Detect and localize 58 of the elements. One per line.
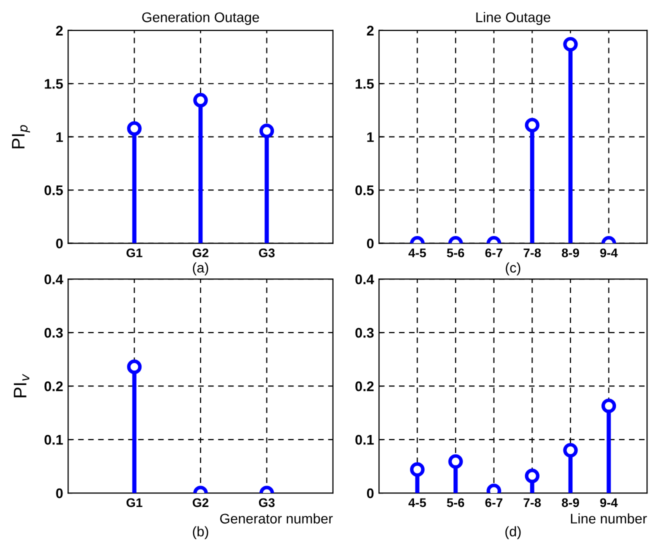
y-tick-label: 0.3	[355, 328, 374, 338]
y-tick-label: 0.1	[44, 434, 63, 445]
y-tick-label: 1.5	[356, 79, 374, 89]
y-tick-label: 0.1	[355, 434, 374, 445]
x-tick-label: 7-8	[524, 498, 541, 508]
x-tick-label: 6-7	[485, 498, 502, 508]
y-tick-label: 1.5	[44, 79, 63, 89]
text: (c)	[506, 262, 520, 276]
y-tick-label: 0.5	[355, 185, 374, 196]
point	[524, 118, 540, 132]
x-tick-label: 8-9	[562, 498, 580, 508]
x-tick-label: G2	[192, 498, 208, 508]
chart-title: Line Outage	[476, 12, 550, 25]
y-tick-label: 0	[366, 488, 374, 498]
point	[601, 398, 616, 414]
x-tick-label: 8-9	[562, 248, 580, 258]
y-tick-label: 0.3	[44, 328, 63, 338]
point	[410, 462, 425, 477]
x-tick-label: G1	[126, 498, 142, 508]
text: (a)	[192, 262, 208, 276]
x-axis-title: Line number	[570, 513, 647, 524]
x-tick-label: G2	[192, 248, 208, 258]
x-tick-label: 9-4	[600, 498, 618, 508]
point	[563, 36, 578, 52]
point	[193, 92, 208, 108]
x-tick-label: 9-4	[600, 248, 618, 258]
y-tick-label: 2	[56, 26, 63, 36]
y-tick-label: 0	[56, 238, 63, 248]
x-tick-label: 5-6	[446, 498, 464, 508]
x-axis-title: Generator number	[220, 513, 333, 524]
text: (b)	[192, 526, 208, 540]
x-tick-label: 6-7	[485, 248, 502, 258]
y-tick-label: 0.5	[44, 185, 63, 196]
y-tick-label: 1	[56, 132, 63, 142]
y-tick-label: 0.2	[44, 381, 63, 392]
x-tick-label: G1	[126, 248, 142, 258]
chart-title: Generation Outage	[142, 12, 259, 25]
point	[563, 442, 578, 458]
y-tick-label: 0	[56, 488, 63, 498]
y-tick-label: 1	[367, 132, 374, 142]
point	[127, 121, 142, 136]
y-tick-label: 0.2	[355, 381, 374, 392]
x-tick-label: 4-5	[408, 498, 426, 508]
text: (d)	[505, 526, 521, 540]
y-axis-title: PI$_{v}$	[14, 374, 30, 398]
y-axis-title: PI$_{p}$	[12, 125, 30, 148]
x-tick-label: 5-6	[446, 248, 464, 258]
y-tick-label: 2	[366, 26, 374, 36]
x-tick-label: G3	[258, 498, 275, 508]
y-tick-label: 0	[366, 238, 374, 248]
point	[524, 468, 540, 484]
x-tick-label: G3	[258, 248, 275, 258]
point	[448, 454, 463, 469]
x-tick-label: 4-5	[408, 248, 426, 258]
y-tick-label: 0.4	[355, 274, 374, 284]
y-tick-label: 0.4	[44, 274, 64, 284]
x-tick-label: 7-8	[524, 248, 541, 258]
point	[259, 124, 274, 138]
